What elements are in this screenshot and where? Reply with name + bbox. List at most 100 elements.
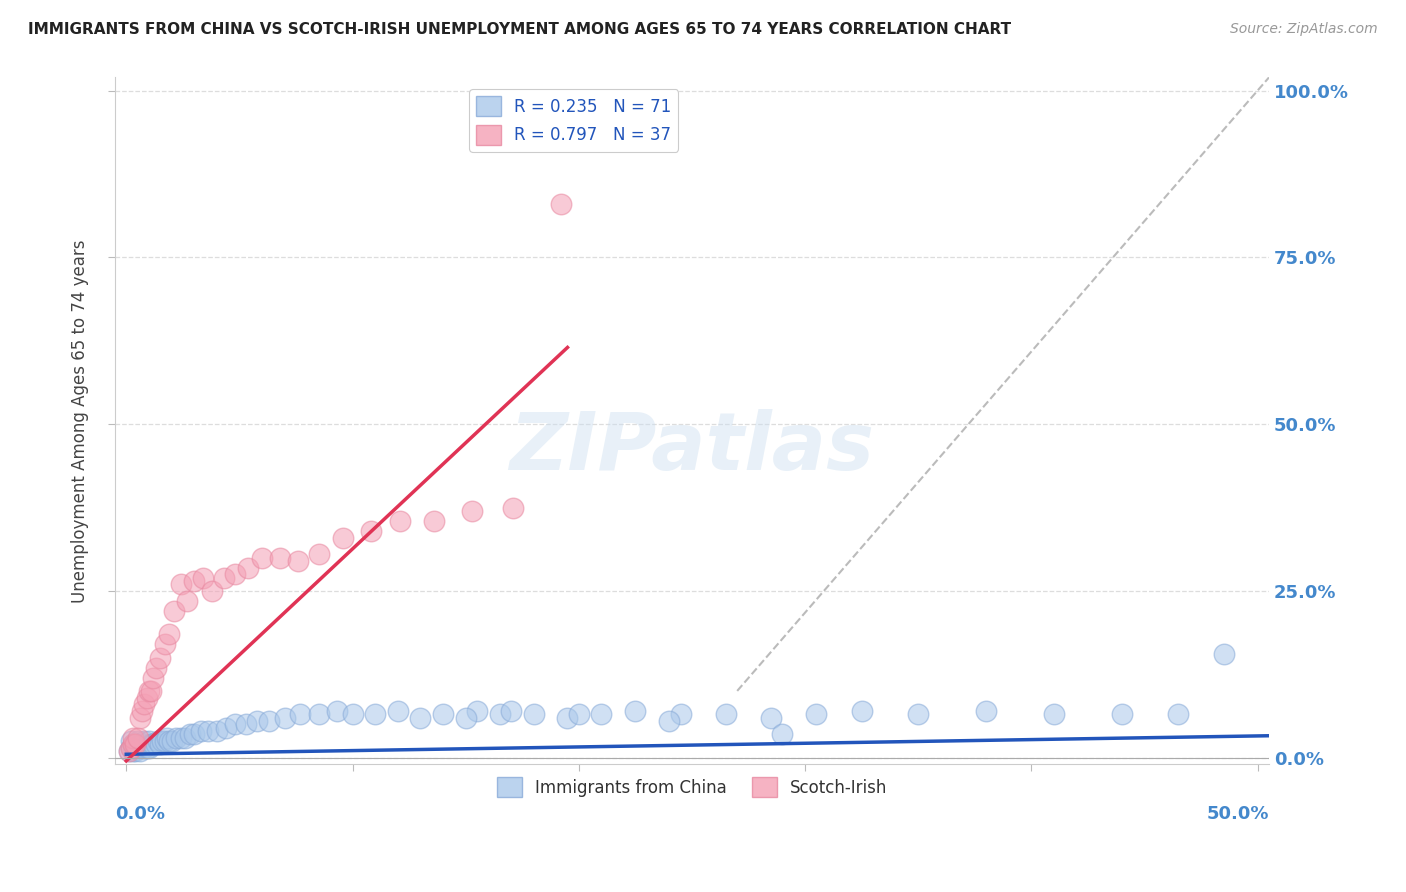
Point [224,567,246,582]
Point [190,723,212,738]
Point [851,704,873,718]
Point [332,531,354,545]
Point [139,737,162,751]
Point [157,734,180,748]
Point [257,714,280,728]
Point [127,740,149,755]
Point [145,660,167,674]
Point [153,734,176,748]
Point [131,737,153,751]
Point [212,570,235,584]
Point [806,707,828,722]
Point [342,707,364,722]
Point [522,707,544,722]
Point [169,577,191,591]
Point [122,744,145,758]
Point [568,707,591,722]
Point [273,710,295,724]
Point [117,744,139,758]
Point [714,707,737,722]
Point [461,504,484,518]
Point [146,734,169,748]
Text: Source: ZipAtlas.com: Source: ZipAtlas.com [1230,22,1378,37]
Point [246,714,269,728]
Point [183,727,205,741]
Point [197,723,219,738]
Point [387,704,409,718]
Point [134,698,156,712]
Point [138,740,160,755]
Point [409,710,432,724]
Point [156,731,179,745]
Point [364,707,387,722]
Point [145,737,167,751]
Point [269,550,291,565]
Point [488,707,510,722]
Point [201,583,224,598]
Text: IMMIGRANTS FROM CHINA VS SCOTCH-IRISH UNEMPLOYMENT AMONG AGES 65 TO 74 YEARS COR: IMMIGRANTS FROM CHINA VS SCOTCH-IRISH UN… [28,22,1011,37]
Point [142,737,165,751]
Point [179,727,201,741]
Point [138,684,160,698]
Point [138,734,160,748]
Point [907,707,929,722]
Point [290,707,312,722]
Legend: Immigrants from China, Scotch-Irish: Immigrants from China, Scotch-Irish [489,771,894,804]
Point [174,731,197,745]
Point [1212,647,1234,661]
Point [139,684,162,698]
Point [128,744,150,758]
Point [122,737,145,751]
Point [287,554,309,568]
Point [157,627,180,641]
Point [308,707,330,722]
Point [658,714,681,728]
Point [152,734,174,748]
Point [120,734,142,748]
Point [120,740,142,755]
Point [127,731,149,745]
Point [759,710,782,724]
Point [153,637,176,651]
Point [124,737,146,751]
Point [669,707,692,722]
Point [176,594,198,608]
Point [165,731,187,745]
Point [205,723,228,738]
Point [1043,707,1066,722]
Y-axis label: Unemployment Among Ages 65 to 74 years: Unemployment Among Ages 65 to 74 years [72,239,89,603]
Point [124,744,146,758]
Point [135,690,157,705]
Point [250,550,273,565]
Point [163,604,186,618]
Point [128,737,150,751]
Point [160,734,183,748]
Point [238,560,260,574]
Point [772,727,794,741]
Point [235,717,257,731]
Point [974,704,997,718]
Point [325,704,347,718]
Point [122,737,145,751]
Point [591,707,613,722]
Point [550,197,572,211]
Text: 50.0%: 50.0% [1206,805,1270,823]
Point [169,731,191,745]
Point [499,704,522,718]
Point [360,524,382,538]
Point [122,731,145,745]
Point [120,740,142,755]
Point [432,707,454,722]
Point [502,500,524,515]
Point [135,740,157,755]
Point [117,744,139,758]
Point [124,737,146,751]
Point [1111,707,1133,722]
Point [134,734,156,748]
Point [465,704,488,718]
Point [423,514,446,528]
Point [624,704,647,718]
Point [389,514,412,528]
Point [454,710,477,724]
Point [308,547,330,561]
